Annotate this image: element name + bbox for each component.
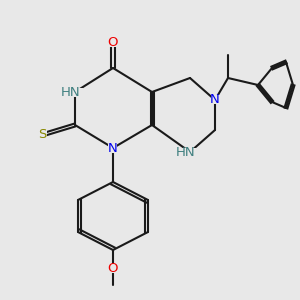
FancyBboxPatch shape (211, 95, 220, 104)
FancyBboxPatch shape (182, 148, 198, 157)
Text: HN: HN (61, 85, 80, 98)
Text: N: N (108, 142, 118, 154)
FancyBboxPatch shape (38, 130, 46, 140)
Text: O: O (108, 262, 118, 275)
Text: N: N (210, 94, 220, 106)
FancyBboxPatch shape (67, 88, 83, 97)
FancyBboxPatch shape (109, 37, 118, 47)
Text: O: O (108, 35, 118, 49)
FancyBboxPatch shape (109, 263, 118, 272)
Text: S: S (38, 128, 46, 142)
Text: HN: HN (176, 146, 195, 158)
FancyBboxPatch shape (109, 143, 118, 152)
